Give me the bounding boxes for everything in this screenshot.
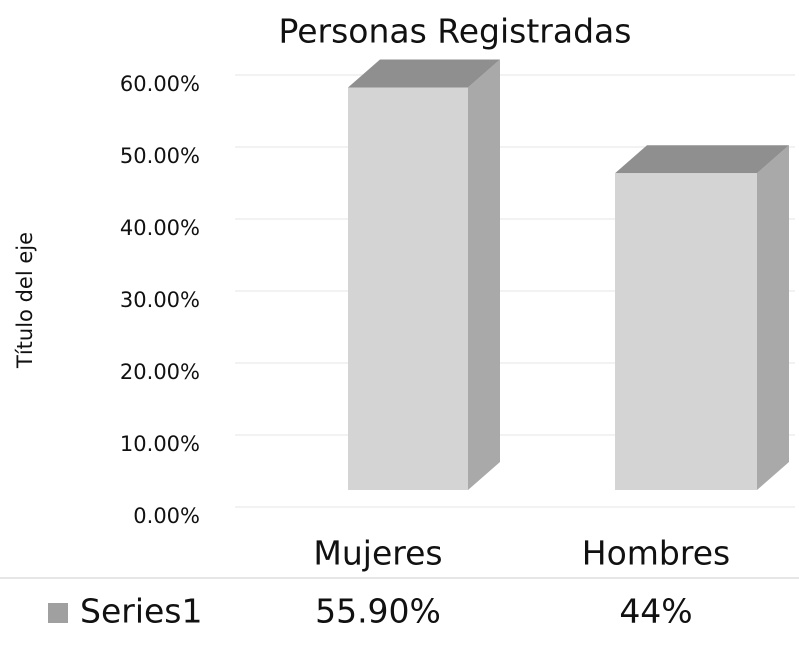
bar (348, 87, 468, 491)
y-tick-label: 10.00% (120, 432, 200, 456)
legend-label: Series1 (80, 592, 202, 631)
y-tick-label: 0.00% (133, 504, 200, 528)
bar-side (757, 145, 789, 490)
bar-top (348, 59, 500, 88)
data-label: 55.90% (315, 592, 441, 631)
y-tick-label: 40.00% (120, 216, 200, 240)
chart-title: Personas Registradas (279, 12, 632, 51)
y-tick-label: 20.00% (120, 360, 200, 384)
y-tick-label: 30.00% (120, 288, 200, 312)
y-tick-label: 50.00% (120, 144, 200, 168)
x-tick-label: Hombres (582, 534, 730, 573)
y-tick-label: 60.00% (120, 72, 200, 96)
y-axis-title: Título del eje (13, 232, 37, 369)
data-label: 44% (619, 592, 692, 631)
bar-side (468, 59, 500, 491)
x-tick-label: Mujeres (313, 534, 442, 573)
bar (615, 173, 757, 490)
legend-swatch (48, 603, 68, 623)
bar-top (615, 145, 789, 174)
